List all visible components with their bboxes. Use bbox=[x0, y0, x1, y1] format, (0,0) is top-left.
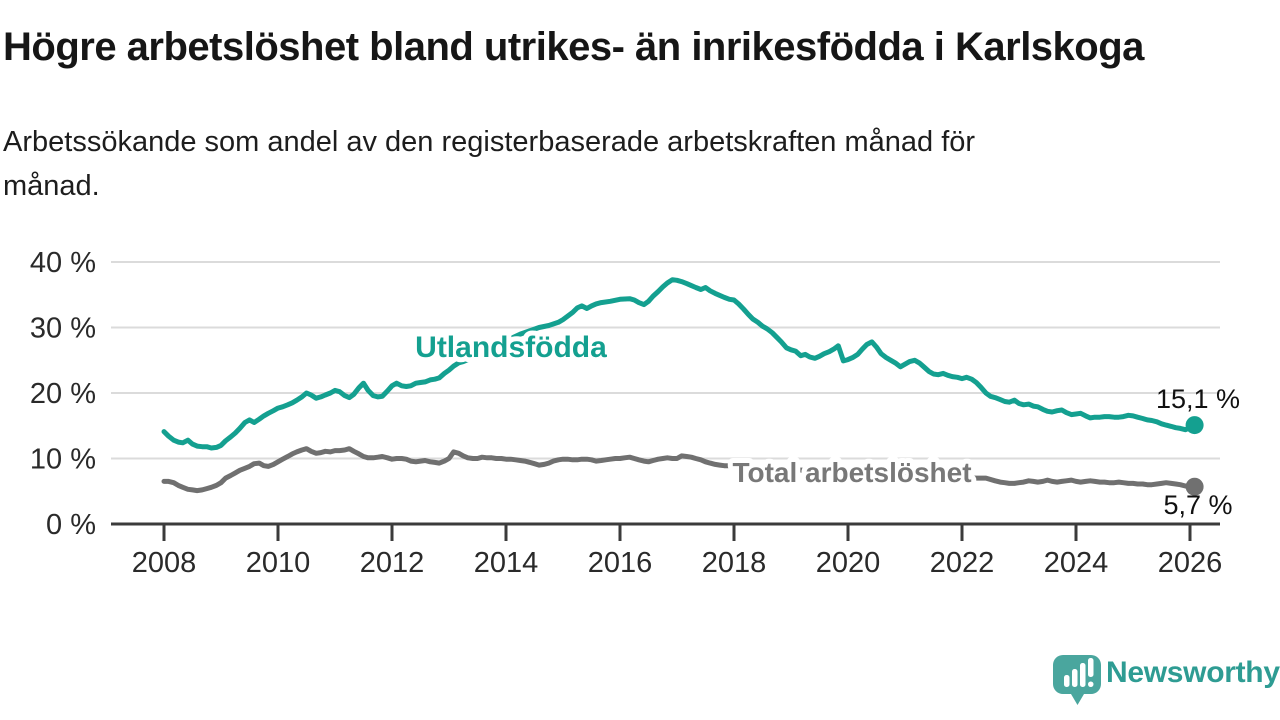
foreign-born-line bbox=[161, 277, 1198, 451]
exclamation-stem bbox=[1088, 658, 1094, 677]
x-axis-ticks bbox=[162, 524, 1192, 541]
x-tick-label-2014: 2014 bbox=[474, 547, 539, 579]
x-tick-label-2012: 2012 bbox=[360, 547, 425, 579]
page-title: Högre arbetslöshet bland utrikes- än inr… bbox=[3, 25, 1144, 69]
foreign-born-end-dot bbox=[1185, 416, 1204, 435]
y-axis-tick-labels: 0 % 10 % 20 % 30 % 40 % bbox=[30, 247, 96, 541]
x-tick-label-2016: 2016 bbox=[588, 547, 653, 579]
bar-small bbox=[1064, 675, 1070, 687]
x-tick-label-2026: 2026 bbox=[1158, 547, 1223, 579]
x-tick-label-2010: 2010 bbox=[246, 547, 311, 579]
bar-large bbox=[1080, 663, 1086, 687]
y-tick-label-40: 40 % bbox=[30, 247, 96, 279]
bar-medium bbox=[1072, 669, 1078, 687]
subtitle-line-1: Arbetssökande som andel av den registerb… bbox=[3, 126, 976, 158]
total-unemployment-line bbox=[161, 446, 1198, 494]
series-label-utlandsfodda: Utlandsfödda bbox=[415, 331, 607, 364]
foreign-born-end-value: 15,1 % bbox=[1156, 384, 1240, 414]
x-tick-label-2008: 2008 bbox=[132, 547, 197, 579]
series-label-total-arbetsloshet: Total arbetslöshet bbox=[732, 457, 971, 488]
y-tick-label-10: 10 % bbox=[30, 444, 96, 476]
x-tick-label-2022: 2022 bbox=[930, 547, 995, 579]
page-subtitle: Arbetssökande som andel av den registerb… bbox=[3, 120, 1203, 208]
total-end-value: 5,7 % bbox=[1163, 490, 1232, 520]
y-tick-label-30: 30 % bbox=[30, 313, 96, 345]
x-tick-label-2020: 2020 bbox=[816, 547, 881, 579]
x-axis-tick-labels: 2008 2010 2012 2014 2016 2018 2020 2022 2024 2026 bbox=[132, 547, 1223, 579]
exclamation-dot bbox=[1088, 681, 1094, 687]
newsworthy-logo-text: Newsworthy bbox=[1106, 656, 1280, 689]
newsworthy-branding: Newsworthy bbox=[1052, 648, 1280, 710]
x-tick-label-2018: 2018 bbox=[702, 547, 767, 579]
subtitle-line-2: månad. bbox=[3, 170, 100, 202]
line-chart: 0 % 10 % 20 % 30 % 40 % 2008 2010 2012 2014 2016… bbox=[30, 247, 1240, 579]
gridlines bbox=[111, 261, 1220, 460]
y-tick-label-0: 0 % bbox=[46, 509, 96, 541]
x-tick-label-2024: 2024 bbox=[1044, 547, 1109, 579]
total-end-dot bbox=[1185, 477, 1204, 496]
newsworthy-logo-icon bbox=[1053, 655, 1101, 705]
y-tick-label-20: 20 % bbox=[30, 378, 96, 410]
